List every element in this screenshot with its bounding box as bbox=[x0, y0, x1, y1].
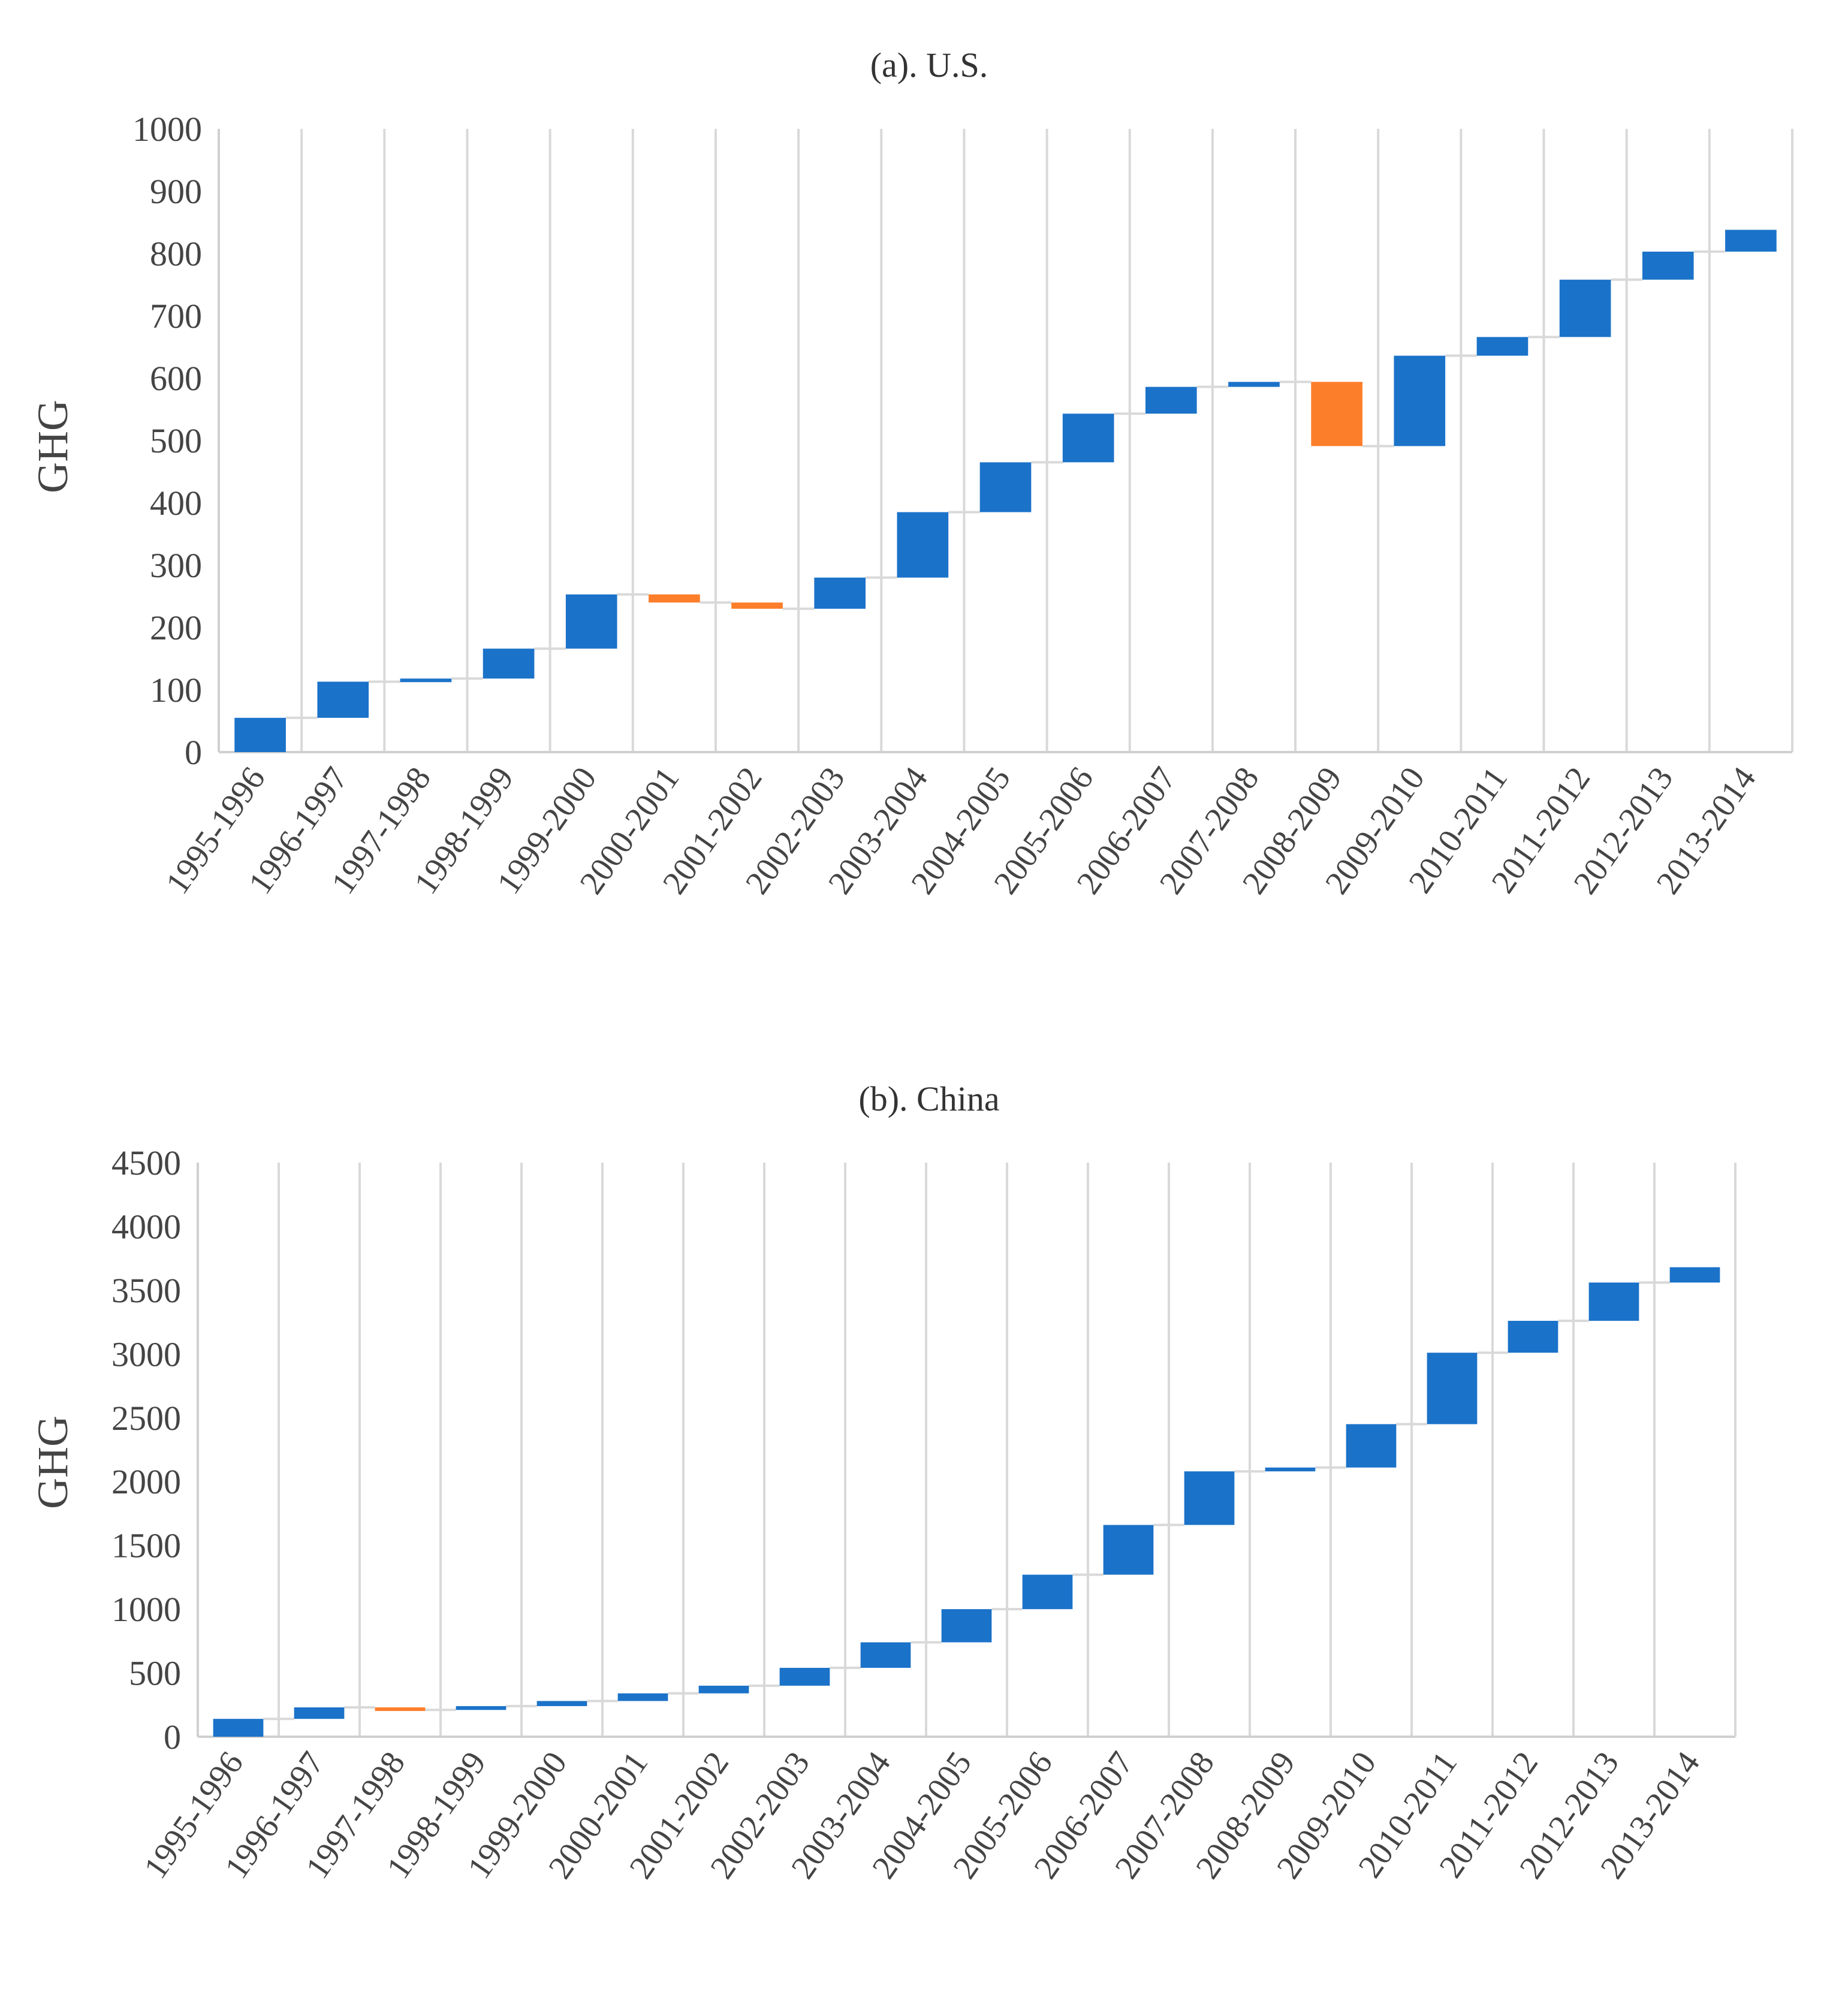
increase-bar bbox=[483, 648, 535, 679]
increase-bar bbox=[1725, 230, 1777, 252]
y-tick-label: 4500 bbox=[111, 1143, 181, 1182]
increase-bar bbox=[234, 717, 286, 752]
increase-bar bbox=[1103, 1525, 1154, 1575]
increase-bar bbox=[617, 1693, 668, 1701]
increase-bar bbox=[1265, 1467, 1316, 1472]
increase-bar bbox=[1062, 414, 1114, 463]
decrease-bar bbox=[731, 602, 783, 609]
increase-bar bbox=[1427, 1353, 1478, 1425]
increase-bar bbox=[294, 1707, 345, 1719]
y-tick-label: 4000 bbox=[111, 1207, 181, 1246]
increase-bar bbox=[779, 1668, 830, 1686]
y-axis-label-china: GHG bbox=[29, 1416, 77, 1509]
y-tick-label: 1000 bbox=[132, 110, 202, 149]
increase-bar bbox=[565, 594, 617, 649]
increase-bar bbox=[456, 1706, 507, 1710]
y-axis-label-us: GHG bbox=[29, 400, 77, 493]
increase-bar bbox=[1669, 1267, 1720, 1283]
y-tick-label: 400 bbox=[150, 484, 202, 523]
increase-bar bbox=[1145, 387, 1197, 414]
y-tick-label: 800 bbox=[150, 234, 202, 273]
chart-title-us: (a). U.S. bbox=[870, 46, 988, 84]
y-tick-label: 600 bbox=[150, 359, 202, 398]
y-ticks-us: 0 100 200 300 400 500 600 700 800 900 1000 bbox=[132, 110, 202, 772]
gridlines-china bbox=[197, 1163, 1737, 1738]
increase-bar bbox=[1508, 1320, 1558, 1353]
increase-bar bbox=[400, 678, 452, 683]
x-ticks-china: 1995-19961996-19971997-19981998-19991999… bbox=[137, 1745, 1707, 1885]
panel-china-waterfall-chart: (b). China GHG 0 500 1000 1500 2000 2500 3000 3… bbox=[29, 1079, 1737, 1885]
y-tick-label: 300 bbox=[150, 546, 202, 585]
y-tick-label: 100 bbox=[150, 671, 202, 710]
y-tick-label: 0 bbox=[164, 1718, 181, 1757]
increase-bar bbox=[213, 1719, 264, 1737]
bars-china bbox=[213, 1267, 1720, 1737]
increase-bar bbox=[1184, 1471, 1235, 1525]
y-tick-label: 1000 bbox=[111, 1590, 181, 1629]
connectors-us bbox=[285, 250, 1726, 719]
connectors-china bbox=[263, 1281, 1670, 1721]
y-tick-label: 500 bbox=[150, 421, 202, 460]
increase-bar bbox=[1228, 382, 1280, 387]
decrease-bar bbox=[1311, 382, 1362, 446]
gridlines-us bbox=[218, 129, 1793, 753]
y-tick-label: 3500 bbox=[111, 1271, 181, 1310]
increase-bar bbox=[1394, 355, 1446, 446]
increase-bar bbox=[1642, 251, 1694, 280]
increase-bar bbox=[979, 462, 1032, 512]
y-tick-label: 200 bbox=[150, 608, 202, 647]
increase-bar bbox=[317, 681, 369, 718]
y-tick-label: 1500 bbox=[111, 1526, 181, 1565]
increase-bar bbox=[860, 1642, 911, 1668]
y-tick-label: 900 bbox=[150, 172, 202, 211]
increase-bar bbox=[536, 1701, 587, 1706]
increase-bar bbox=[698, 1685, 749, 1694]
increase-bar bbox=[1559, 279, 1611, 337]
y-tick-label: 500 bbox=[129, 1654, 181, 1693]
x-ticks-us: 1995-19961996-19971997-19981998-19991999… bbox=[159, 760, 1763, 901]
bars-us bbox=[234, 230, 1777, 752]
increase-bar bbox=[814, 577, 866, 609]
y-ticks-china: 0 500 1000 1500 2000 2500 3000 3500 4000 4500 bbox=[111, 1143, 181, 1757]
chart-title-china: (b). China bbox=[858, 1079, 999, 1118]
increase-bar bbox=[1022, 1574, 1073, 1610]
increase-bar bbox=[941, 1609, 992, 1643]
increase-bar bbox=[1346, 1424, 1397, 1468]
y-tick-label: 3000 bbox=[111, 1335, 181, 1374]
increase-bar bbox=[1588, 1282, 1639, 1321]
decrease-bar bbox=[649, 594, 700, 603]
y-tick-label: 0 bbox=[185, 733, 202, 772]
y-tick-label: 700 bbox=[150, 297, 202, 336]
y-tick-label: 2500 bbox=[111, 1399, 181, 1438]
increase-bar bbox=[897, 512, 949, 578]
y-tick-label: 2000 bbox=[111, 1462, 181, 1501]
increase-bar bbox=[1476, 337, 1529, 356]
panel-us-waterfall-chart: (a). U.S. GHG 0 100 200 300 400 500 600 700 800 9… bbox=[29, 46, 1793, 901]
decrease-bar bbox=[375, 1707, 426, 1712]
